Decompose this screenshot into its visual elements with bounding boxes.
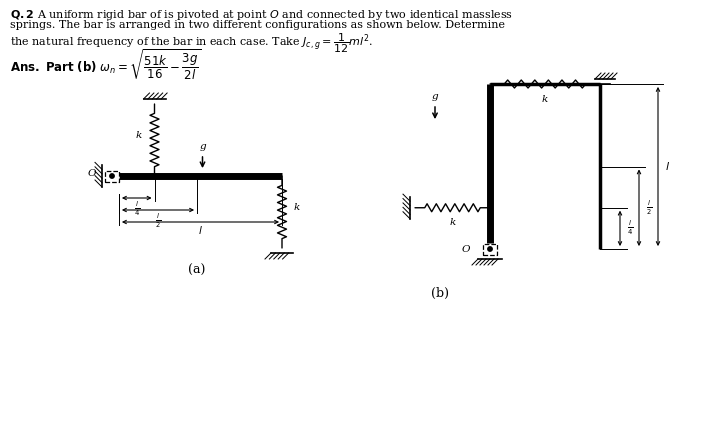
Text: $l$: $l$ [665,161,670,172]
Text: g: g [431,92,439,101]
Text: the natural frequency of the bar in each case. Take $J_{c,g} = \dfrac{1}{12}ml^2: the natural frequency of the bar in each… [10,32,373,56]
Text: (a): (a) [188,264,206,277]
Text: $\frac{l}{2}$: $\frac{l}{2}$ [155,212,161,230]
Text: k: k [135,132,142,141]
Text: $l$: $l$ [198,224,203,236]
Text: k: k [449,218,456,227]
Text: springs. The bar is arranged in two different configurations as shown below. Det: springs. The bar is arranged in two diff… [10,20,505,30]
Text: $\frac{l}{4}$: $\frac{l}{4}$ [134,200,140,218]
Text: $\mathbf{Ans.\ Part\ (b)}$ $\omega_n =\sqrt{\dfrac{51k}{16}-\dfrac{3g}{2l}}$: $\mathbf{Ans.\ Part\ (b)}$ $\omega_n =\s… [10,48,201,82]
Text: k: k [294,204,301,213]
Bar [105,171,119,181]
Circle shape [110,174,114,178]
Text: O: O [88,170,96,178]
Bar [483,243,497,254]
Circle shape [487,247,493,251]
Text: O: O [462,244,470,253]
Text: (b): (b) [431,287,449,300]
Text: g: g [199,142,206,151]
Text: $\mathbf{Q.2}$ A uniform rigid bar of is pivoted at point $O$ and connected by t: $\mathbf{Q.2}$ A uniform rigid bar of is… [10,8,513,22]
Text: $\frac{l}{2}$: $\frac{l}{2}$ [646,199,652,217]
Text: $\frac{l}{4}$: $\frac{l}{4}$ [627,219,633,237]
Text: k: k [542,95,548,104]
